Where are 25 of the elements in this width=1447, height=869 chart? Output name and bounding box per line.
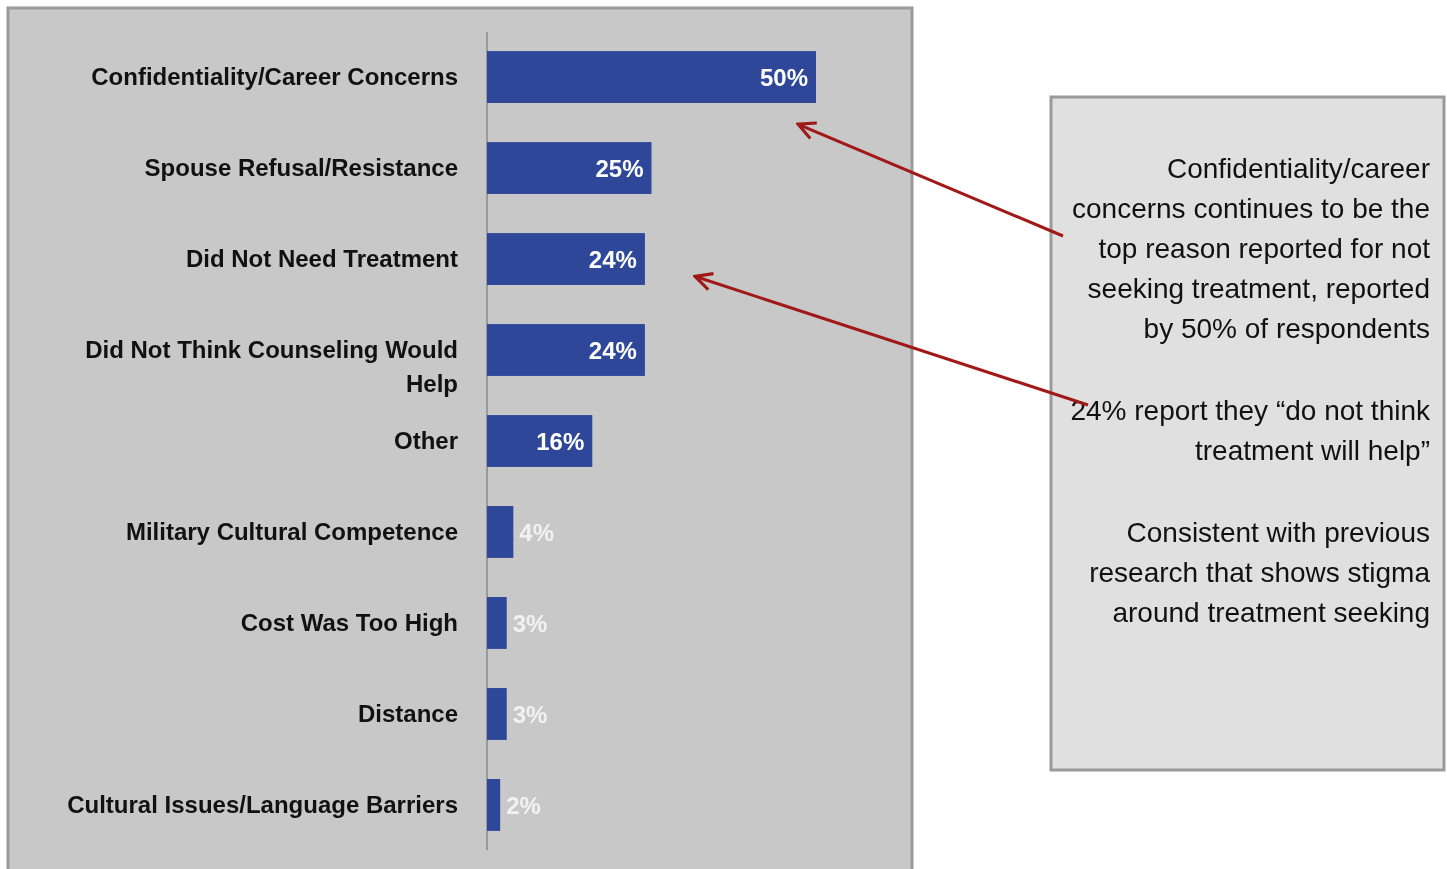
data-label: 50%	[759, 64, 808, 92]
bar	[487, 51, 816, 103]
bar	[487, 597, 507, 649]
y-tick-label: Cost Was Too High	[240, 608, 458, 636]
y-tick-label: Did Not Think Counseling Would Help	[85, 336, 458, 398]
bar	[487, 233, 645, 285]
y-tick-label: Military Cultural Competence	[125, 517, 458, 545]
bar	[487, 415, 593, 467]
y-tick-label: Spouse Refusal/Resistance	[144, 154, 458, 182]
y-tick-label: Did Not Need Treatment	[185, 245, 458, 273]
text: Confidentiality/career concerns continues to be the top reason reported for not seeking treatment, reported by 50% of respondents	[1071, 153, 1431, 344]
bar	[487, 688, 507, 740]
text: Consistent with previous research that shows stigma around treatment seeking	[1089, 517, 1431, 628]
y-tick-label: Distance	[357, 699, 458, 727]
y-tick-label: Cultural Issues/Language Barriers	[67, 790, 458, 818]
data-label: 24%	[588, 337, 637, 365]
y-tick-label: Other	[393, 427, 458, 454]
bar	[487, 142, 652, 194]
data-label: 16%	[536, 428, 585, 455]
y-tick-label: Confidentiality/Career Concerns	[91, 63, 458, 91]
bar	[487, 779, 501, 831]
bar	[487, 506, 514, 558]
data-label: 25%	[595, 155, 644, 183]
bar	[487, 324, 645, 376]
data-label: 24%	[588, 246, 637, 274]
